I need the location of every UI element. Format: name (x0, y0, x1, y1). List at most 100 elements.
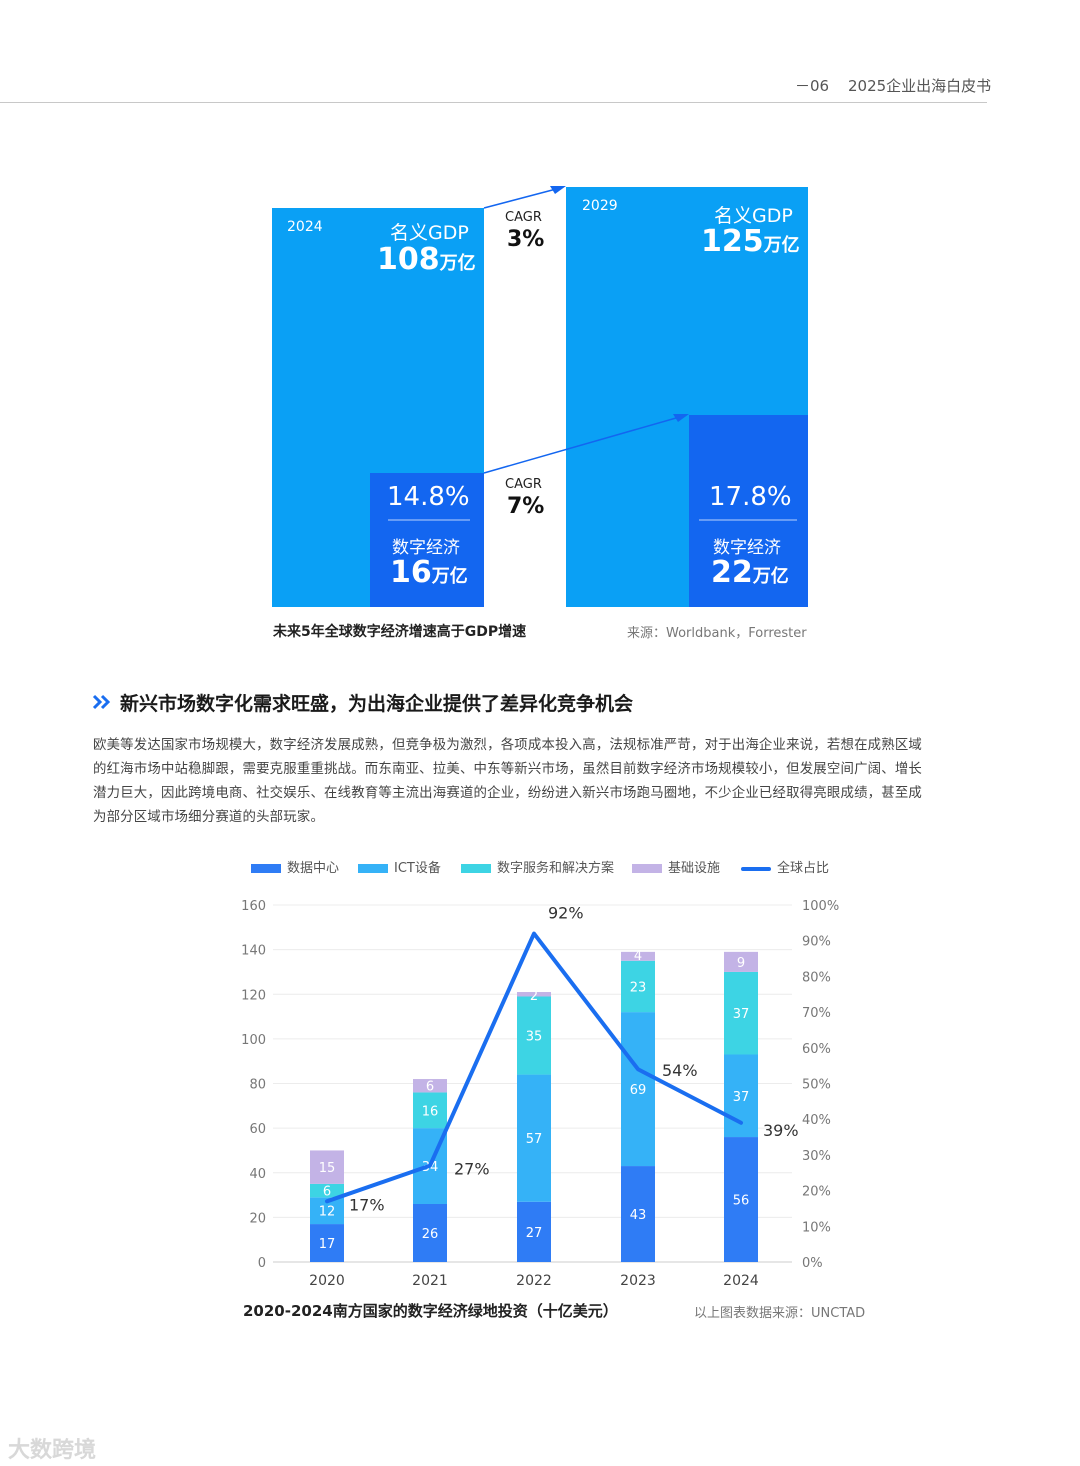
figure1-gdp-unit-2024: 万亿 (439, 253, 476, 274)
bar-segment (621, 1166, 655, 1262)
y-tick-label: 60 (249, 1122, 266, 1137)
watermark-logo: 大数跨境 (8, 1438, 97, 1463)
legend-item-digital-services: 数字服务和解决方案 (461, 857, 614, 876)
global-share-line (325, 931, 743, 1204)
bar-segment (724, 971, 758, 1055)
y-tick-label: 0 (258, 1256, 266, 1271)
y-tick-label: 140 (241, 944, 266, 959)
y-tick-label: 160 (241, 899, 266, 914)
bar-segment (310, 1183, 344, 1198)
bar-data-label: 57 (526, 1132, 543, 1147)
legend-item-data-center: 数据中心 (251, 857, 339, 876)
bar-segment (621, 960, 655, 1013)
bar-data-label: 27 (526, 1226, 543, 1241)
legend-label: 数据中心 (287, 861, 340, 876)
figure1-digital-2024-block (370, 473, 484, 607)
legend-label: 全球占比 (777, 861, 830, 876)
section-heading: 新兴市场数字化需求旺盛，为出海企业提供了差异化竞争机会 (120, 693, 634, 715)
bar-data-label: 23 (630, 980, 647, 995)
bar-data-label: 15 (319, 1161, 336, 1176)
legend-swatch (632, 864, 662, 873)
figure2-source: 以上图表数据来源：UNCTAD (694, 1306, 866, 1321)
paragraph-line: 为部分区域市场细分赛道的头部玩家。 (93, 810, 325, 825)
y2-tick-label: 80% (802, 970, 831, 985)
bar-segment (724, 1137, 758, 1262)
figure1-digital-value-2029: 22万亿 (711, 555, 789, 590)
figure1-digital-share-2029: 17.8% (709, 482, 792, 512)
bar-data-label: 4 (634, 949, 642, 964)
line-data-label: 27% (454, 1160, 490, 1179)
y2-tick-label: 70% (802, 1006, 831, 1021)
bar-segment (517, 992, 551, 997)
y-tick-label: 40 (249, 1167, 266, 1182)
figure1-gdp-number-2024: 108 (377, 242, 440, 277)
bar-segment (621, 1012, 655, 1167)
figure1-gdp-value-2024: 108万亿 (377, 242, 476, 277)
y2-tick-label: 40% (802, 1113, 831, 1128)
bar-segment (517, 1201, 551, 1262)
figure1-digital-number-2024: 16 (390, 555, 432, 590)
figure1-digital-unit-2024: 万亿 (431, 566, 468, 587)
page-number: －06 (795, 77, 830, 95)
y-tick-label: 80 (249, 1078, 266, 1093)
figure1-year-2029: 2029 (582, 198, 618, 214)
y2-tick-label: 30% (802, 1149, 831, 1164)
figure1-gdp-value-2029: 125万亿 (701, 224, 800, 259)
figure1-growth-arrows (388, 186, 797, 521)
bar-segment (621, 951, 655, 961)
figure1-digital-number-2029: 22 (711, 555, 753, 590)
legend-item-global-share: 全球占比 (741, 857, 829, 876)
bar-data-label: 2 (530, 989, 538, 1004)
figure1-gdp-label-2029: 名义GDP (714, 205, 793, 227)
y2-tick-label: 60% (802, 1042, 831, 1057)
y2-tick-label: 100% (802, 899, 839, 914)
legend-label: ICT设备 (394, 861, 441, 876)
x-tick-label: 2024 (723, 1273, 759, 1289)
paragraph-line: 欧美等发达国家市场规模大，数字经济发展成熟，但竞争极为激烈，各项成本投入高，法规… (93, 738, 923, 753)
document-title: 2025企业出海白皮书 (848, 77, 992, 95)
bar-segment (413, 1079, 447, 1093)
figure1-gdp-number-2029: 125 (701, 224, 764, 259)
bar-data-label: 6 (323, 1185, 331, 1200)
line-data-label: 54% (662, 1061, 698, 1080)
bar-data-label: 26 (422, 1227, 439, 1242)
paragraph-line: 的红海市场中站稳脚跟，需要克服重重挑战。而东南亚、拉美、中东等新兴市场，虽然目前… (93, 762, 923, 777)
bar-data-label: 9 (737, 956, 745, 971)
figure1-cagr-digital-value: 7% (507, 494, 545, 519)
bar-data-label: 16 (422, 1104, 439, 1119)
bar-data-label: 37 (733, 1090, 750, 1105)
x-tick-label: 2022 (516, 1273, 552, 1289)
y2-tick-label: 20% (802, 1185, 831, 1200)
y-tick-label: 120 (241, 988, 266, 1003)
bar-data-label: 37 (733, 1007, 750, 1022)
line-data-label: 39% (763, 1121, 799, 1140)
legend-swatch (358, 864, 388, 873)
figure2-caption: 2020-2024南方国家的数字经济绿地投资（十亿美元） (243, 1302, 618, 1320)
figure1-cagr-digital-label: CAGR (505, 477, 542, 492)
bar-segment (517, 1074, 551, 1202)
legend-item-ict: ICT设备 (358, 857, 441, 876)
legend-line-swatch (741, 866, 771, 871)
figure1-gdp-label-2024: 名义GDP (390, 222, 469, 244)
figure1-digital-unit-2029: 万亿 (752, 566, 789, 587)
legend-swatch (461, 864, 491, 873)
figure1-digital-value-2024: 16万亿 (390, 555, 468, 590)
bar-data-label: 56 (733, 1194, 750, 1209)
y2-tick-label: 90% (802, 935, 831, 950)
y2-tick-label: 0% (802, 1256, 823, 1271)
bar-data-label: 17 (319, 1237, 336, 1252)
bar-data-label: 69 (630, 1083, 647, 1098)
y-tick-label: 100 (241, 1033, 266, 1048)
double-chevron-icon (92, 694, 111, 710)
legend-swatch (251, 864, 281, 873)
line-data-label: 92% (548, 904, 584, 923)
bar-segment (310, 1150, 344, 1184)
y2-tick-label: 10% (802, 1220, 831, 1235)
figure1-digital-2029-block (689, 415, 808, 607)
y-tick-label: 20 (249, 1211, 266, 1226)
paragraph-line: 潜力巨大，因此跨境电商、社交娱乐、在线教育等主流出海赛道的企业，纷纷进入新兴市场… (93, 786, 923, 801)
bar-segment (413, 1092, 447, 1129)
figure1-gdp-unit-2029: 万亿 (763, 235, 800, 256)
header-divider (0, 102, 987, 103)
